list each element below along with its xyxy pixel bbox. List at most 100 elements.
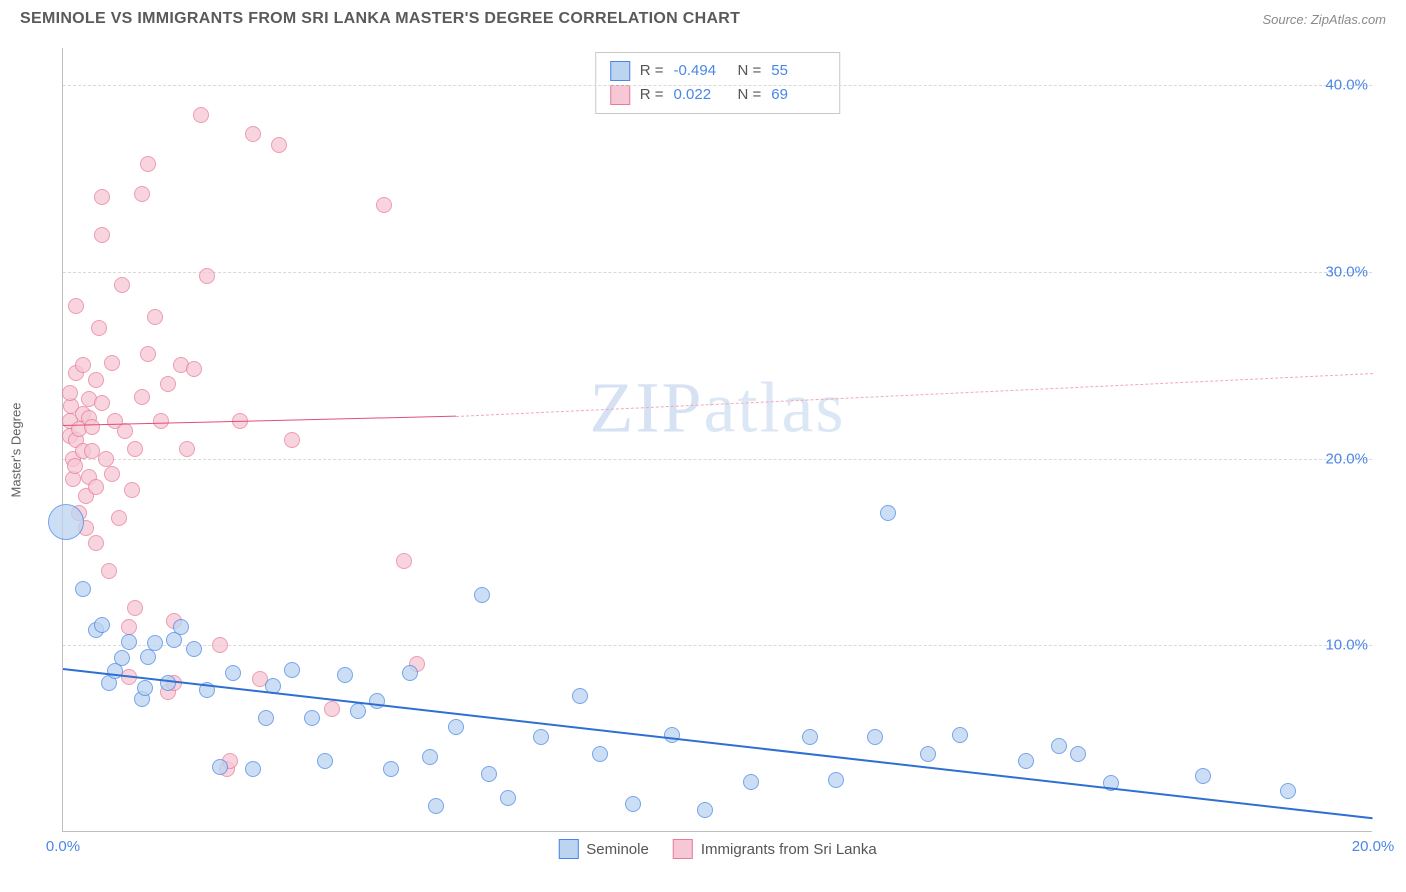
gridline: [63, 459, 1372, 460]
r-value: -0.494: [674, 59, 728, 83]
data-point-srilanka: [88, 479, 104, 495]
data-point-seminole: [304, 710, 320, 726]
x-tick-label: 20.0%: [1352, 838, 1395, 855]
scatter-plot: ZIPatlas R =-0.494N =55R =0.022N =69 Sem…: [62, 48, 1372, 832]
data-point-seminole: [369, 693, 385, 709]
data-point-seminole: [1051, 738, 1067, 754]
chart-title: SEMINOLE VS IMMIGRANTS FROM SRI LANKA MA…: [20, 10, 740, 28]
stats-row: R = 0.022 N = 69: [610, 83, 826, 107]
data-point-srilanka: [376, 197, 392, 213]
data-point-srilanka: [193, 107, 209, 123]
data-point-srilanka: [104, 355, 120, 371]
data-point-srilanka: [104, 466, 120, 482]
data-point-srilanka: [117, 423, 133, 439]
y-tick-label: 20.0%: [1325, 450, 1368, 467]
y-tick-label: 30.0%: [1325, 264, 1368, 281]
data-point-seminole: [245, 761, 261, 777]
data-point-seminole: [474, 587, 490, 603]
data-point-seminole: [625, 796, 641, 812]
source-attribution: Source: ZipAtlas.com: [1262, 12, 1386, 27]
data-point-srilanka: [134, 186, 150, 202]
data-point-seminole: [94, 617, 110, 633]
data-point-srilanka: [84, 419, 100, 435]
stats-row: R =-0.494N =55: [610, 59, 826, 83]
correlation-stats-box: R = -0.494 N = 55R = 0.022 N = 69: [595, 52, 841, 114]
data-point-srilanka: [245, 126, 261, 142]
y-tick-label: 40.0%: [1325, 77, 1368, 94]
data-point-srilanka: [68, 298, 84, 314]
data-point-seminole: [173, 619, 189, 635]
x-tick-label: 0.0%: [46, 838, 80, 855]
data-point-seminole: [422, 749, 438, 765]
data-point-srilanka: [114, 277, 130, 293]
data-point-srilanka: [271, 137, 287, 153]
data-point-srilanka: [140, 156, 156, 172]
data-point-seminole: [428, 798, 444, 814]
data-point-srilanka: [284, 432, 300, 448]
data-point-seminole: [880, 505, 896, 521]
data-point-seminole: [500, 790, 516, 806]
data-point-srilanka: [127, 441, 143, 457]
data-point-srilanka: [88, 372, 104, 388]
data-point-seminole: [952, 727, 968, 743]
data-point-seminole: [137, 680, 153, 696]
data-point-seminole: [697, 802, 713, 818]
legend-swatch: [673, 839, 693, 859]
bottom-legend: Seminole Immigrants from Sri Lanka: [558, 839, 876, 859]
legend-item: Immigrants from Sri Lanka: [673, 839, 877, 859]
data-point-seminole: [1195, 768, 1211, 784]
legend-swatch: [558, 839, 578, 859]
data-point-seminole: [402, 665, 418, 681]
data-point-seminole: [533, 729, 549, 745]
legend-swatch: [610, 85, 630, 105]
data-point-seminole: [743, 774, 759, 790]
n-value: 55: [771, 59, 825, 83]
data-point-seminole: [1070, 746, 1086, 762]
data-point-seminole: [481, 766, 497, 782]
chart-container: Master's Degree ZIPatlas R =-0.494N =55R…: [20, 40, 1386, 860]
n-value: 69: [771, 83, 825, 107]
data-point-seminole: [258, 710, 274, 726]
data-point-srilanka: [124, 482, 140, 498]
data-point-seminole: [448, 719, 464, 735]
data-point-srilanka: [94, 395, 110, 411]
data-point-srilanka: [75, 357, 91, 373]
r-value: 0.022: [674, 83, 728, 107]
data-point-srilanka: [111, 510, 127, 526]
data-point-srilanka: [140, 346, 156, 362]
legend-label: Immigrants from Sri Lanka: [701, 841, 877, 858]
gridline: [63, 272, 1372, 273]
data-point-seminole: [350, 703, 366, 719]
data-point-srilanka: [147, 309, 163, 325]
data-point-srilanka: [91, 320, 107, 336]
data-point-srilanka: [324, 701, 340, 717]
data-point-srilanka: [199, 268, 215, 284]
trend-line: [456, 373, 1373, 417]
data-point-seminole: [572, 688, 588, 704]
data-point-seminole: [75, 581, 91, 597]
data-point-srilanka: [94, 227, 110, 243]
data-point-seminole: [1018, 753, 1034, 769]
r-label: R =: [640, 59, 664, 83]
data-point-seminole: [867, 729, 883, 745]
data-point-seminole: [802, 729, 818, 745]
data-point-seminole: [186, 641, 202, 657]
data-point-seminole: [48, 504, 84, 540]
data-point-seminole: [920, 746, 936, 762]
data-point-srilanka: [179, 441, 195, 457]
y-axis-label: Master's Degree: [9, 403, 24, 498]
data-point-seminole: [828, 772, 844, 788]
n-label: N =: [738, 83, 762, 107]
data-point-seminole: [121, 634, 137, 650]
legend-item: Seminole: [558, 839, 649, 859]
data-point-srilanka: [186, 361, 202, 377]
data-point-seminole: [317, 753, 333, 769]
data-point-srilanka: [153, 413, 169, 429]
data-point-srilanka: [212, 637, 228, 653]
data-point-seminole: [225, 665, 241, 681]
data-point-seminole: [592, 746, 608, 762]
r-label: R =: [640, 83, 664, 107]
data-point-srilanka: [396, 553, 412, 569]
data-point-srilanka: [88, 535, 104, 551]
data-point-seminole: [114, 650, 130, 666]
